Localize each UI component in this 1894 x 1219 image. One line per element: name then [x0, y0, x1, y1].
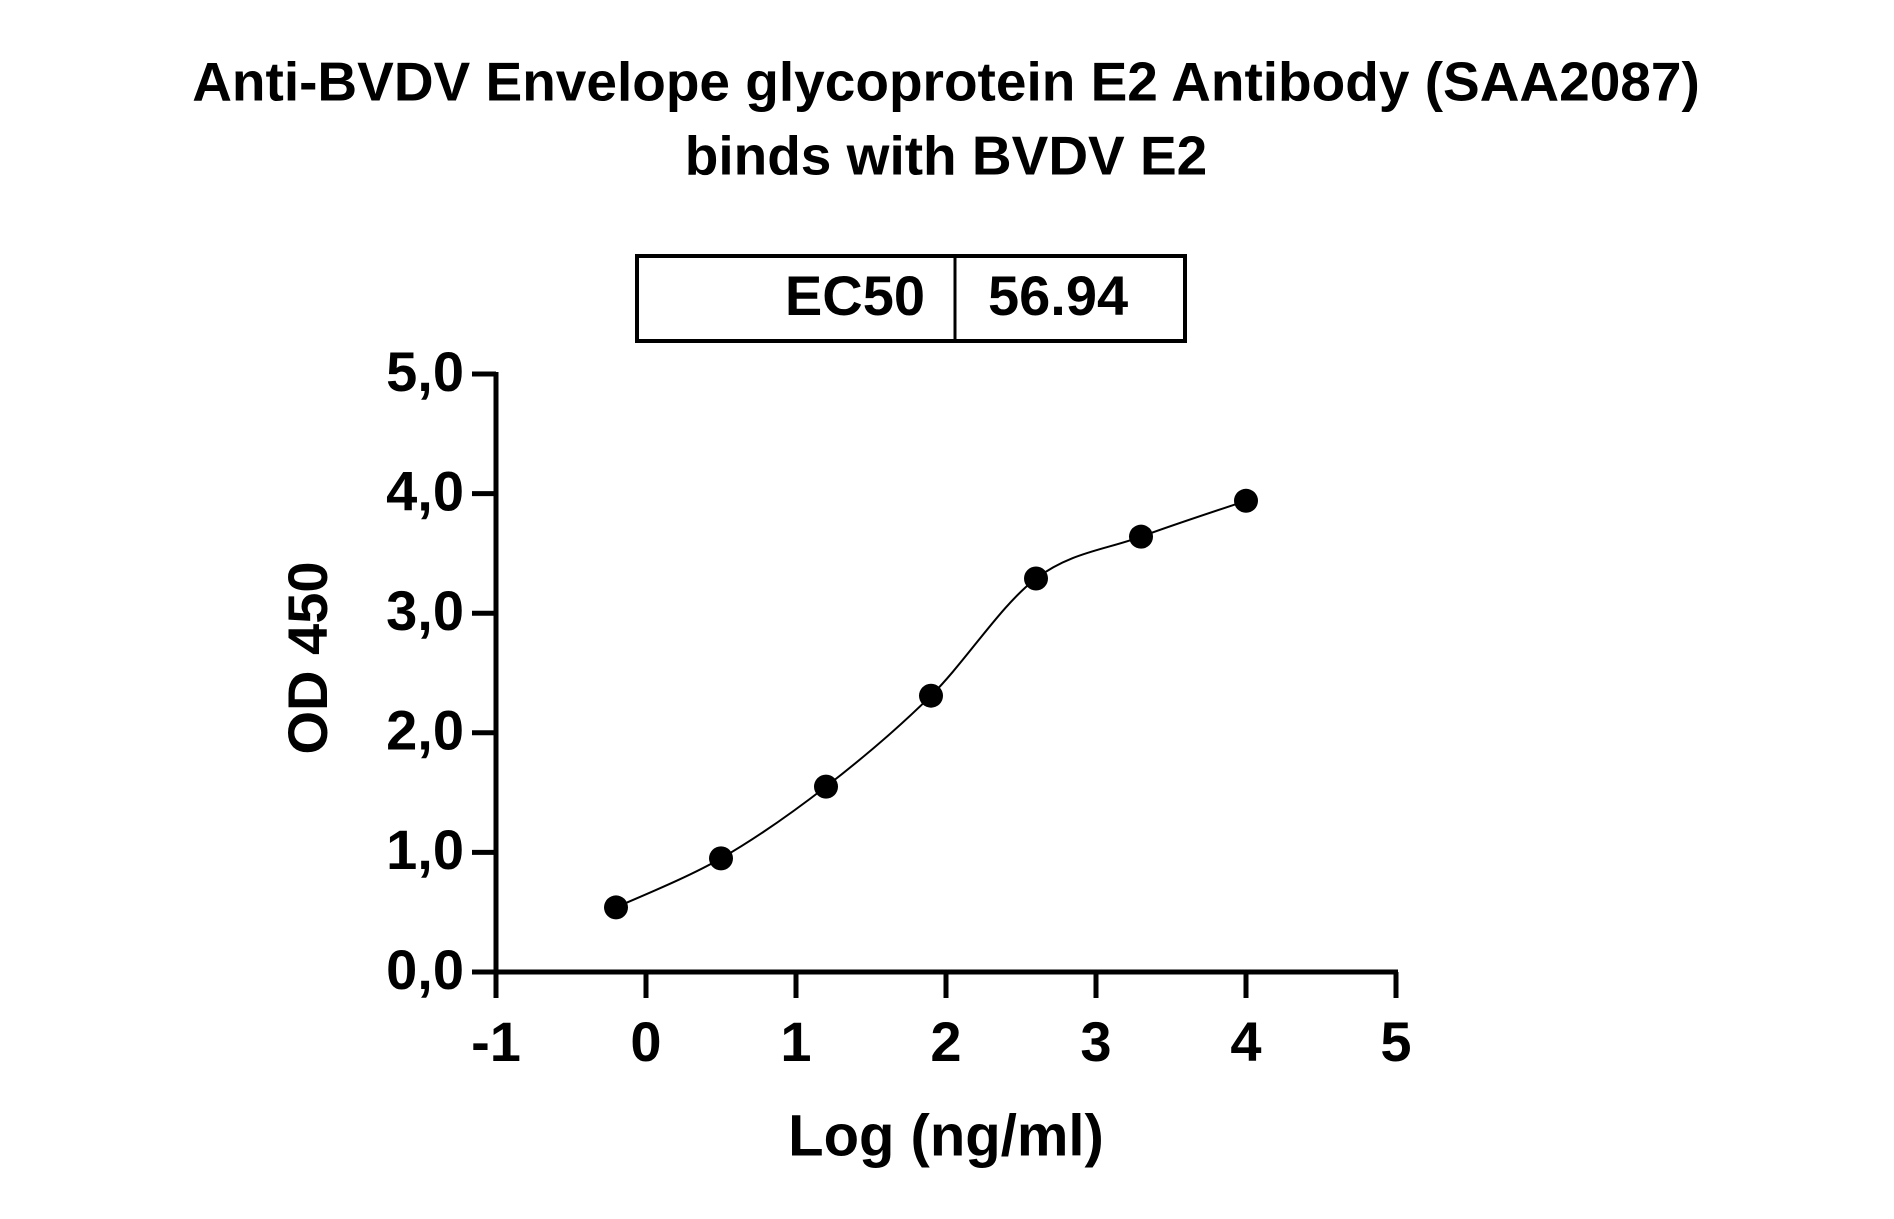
x-tick-label: 0	[630, 1010, 661, 1073]
x-tick-label: 2	[930, 1010, 961, 1073]
data-point	[919, 683, 943, 708]
y-tick-label: 4,0	[386, 459, 464, 522]
x-tick-label: 5	[1380, 1010, 1411, 1073]
x-tick-label: 1	[780, 1010, 811, 1073]
data-point	[1024, 566, 1048, 591]
y-tick-label: 3,0	[386, 579, 464, 642]
y-tick-label: 0,0	[386, 938, 464, 1001]
x-tick-label: 3	[1080, 1010, 1111, 1073]
y-tick-label: 5,0	[386, 340, 464, 403]
ec50-value: 56.94	[988, 264, 1128, 327]
y-tick-label: 2,0	[386, 699, 464, 762]
data-point	[604, 895, 628, 920]
data-point	[709, 846, 733, 871]
data-point	[814, 774, 838, 799]
data-point	[1234, 488, 1258, 513]
y-tick-label: 1,0	[386, 818, 464, 881]
y-axis-label: OD 450	[276, 562, 339, 755]
x-tick-label: 4	[1230, 1010, 1261, 1073]
chart-subtitle: binds with BVDV E2	[685, 125, 1208, 187]
x-tick-label: -1	[471, 1010, 521, 1073]
ec50-table	[635, 254, 1187, 343]
ec50-label: EC50	[785, 264, 925, 327]
chart-title: Anti-BVDV Envelope glycoprotein E2 Antib…	[192, 51, 1700, 113]
data-point	[1129, 524, 1153, 549]
x-axis-label: Log (ng/ml)	[788, 1103, 1104, 1168]
